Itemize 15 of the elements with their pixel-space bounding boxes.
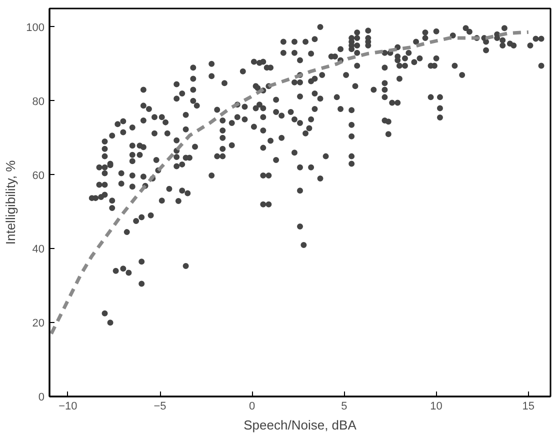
x-tick-label: −5 bbox=[154, 400, 166, 412]
x-tick-label: −10 bbox=[58, 400, 78, 412]
x-tick-label: 0 bbox=[249, 400, 256, 412]
x-tick-label: 5 bbox=[341, 400, 348, 412]
y-axis-title: Intelligibility, % bbox=[3, 160, 18, 245]
y-tick-label: 60 bbox=[32, 170, 45, 182]
y-tick-label: 100 bbox=[26, 22, 45, 34]
x-axis-title: Speech/Noise, dBA bbox=[244, 418, 357, 432]
x-tick-label: 10 bbox=[430, 400, 442, 412]
x-tick-label: 15 bbox=[522, 400, 535, 412]
y-tick-label: 40 bbox=[32, 244, 45, 256]
y-tick-label: 20 bbox=[32, 318, 45, 330]
line-series bbox=[50, 30, 530, 336]
y-tick-label: 0 bbox=[38, 392, 45, 404]
y-tick-label: 80 bbox=[32, 96, 45, 108]
